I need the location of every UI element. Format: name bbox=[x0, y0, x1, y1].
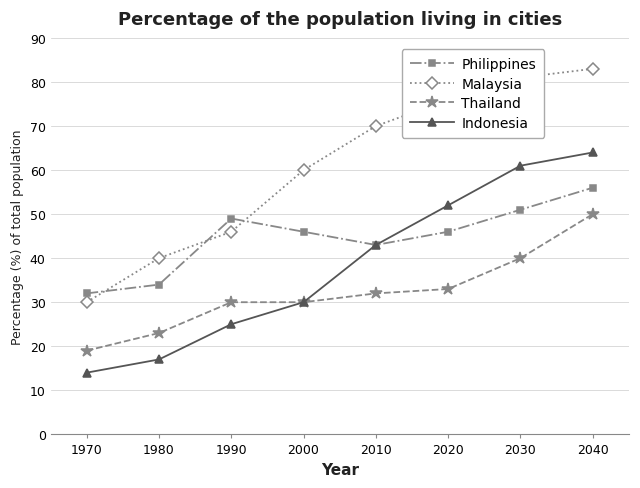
Line: Thailand: Thailand bbox=[81, 208, 599, 357]
Philippines bbox=[444, 229, 452, 235]
Malaysia bbox=[227, 229, 235, 235]
Malaysia bbox=[589, 67, 596, 73]
Malaysia bbox=[300, 168, 307, 174]
Thailand bbox=[444, 286, 452, 292]
Thailand bbox=[300, 300, 307, 305]
Indonesia bbox=[227, 322, 235, 327]
Philippines bbox=[155, 282, 163, 288]
Philippines bbox=[227, 216, 235, 222]
Title: Percentage of the population living in cities: Percentage of the population living in c… bbox=[118, 11, 562, 29]
Indonesia bbox=[155, 357, 163, 363]
Indonesia bbox=[300, 300, 307, 305]
Philippines bbox=[589, 185, 596, 191]
Indonesia bbox=[83, 370, 90, 376]
Philippines bbox=[372, 243, 380, 248]
Thailand bbox=[227, 300, 235, 305]
Indonesia bbox=[444, 203, 452, 209]
Thailand bbox=[372, 291, 380, 297]
Philippines bbox=[300, 229, 307, 235]
Thailand bbox=[516, 256, 524, 262]
Line: Malaysia: Malaysia bbox=[83, 65, 597, 307]
Thailand bbox=[155, 330, 163, 336]
Malaysia bbox=[83, 300, 90, 305]
Philippines bbox=[83, 291, 90, 297]
Indonesia bbox=[589, 150, 596, 156]
Line: Philippines: Philippines bbox=[83, 185, 596, 297]
Malaysia bbox=[372, 124, 380, 130]
X-axis label: Year: Year bbox=[321, 462, 358, 477]
Malaysia bbox=[444, 98, 452, 103]
Indonesia bbox=[372, 243, 380, 248]
Legend: Philippines, Malaysia, Thailand, Indonesia: Philippines, Malaysia, Thailand, Indones… bbox=[401, 50, 545, 139]
Thailand bbox=[589, 212, 596, 218]
Indonesia bbox=[516, 163, 524, 169]
Line: Indonesia: Indonesia bbox=[83, 149, 597, 377]
Malaysia bbox=[516, 76, 524, 81]
Y-axis label: Percentage (%) of total population: Percentage (%) of total population bbox=[11, 129, 24, 344]
Thailand bbox=[83, 348, 90, 354]
Malaysia bbox=[155, 256, 163, 262]
Philippines bbox=[516, 207, 524, 213]
